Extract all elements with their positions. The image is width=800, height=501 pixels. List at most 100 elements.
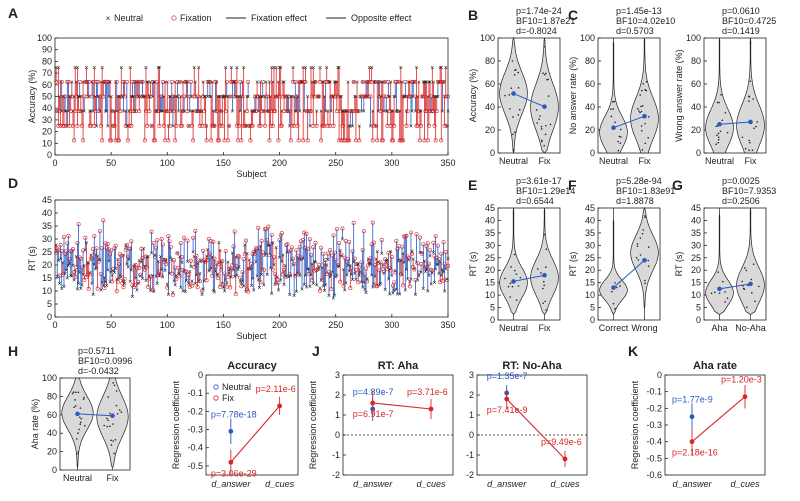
fixation-marker [439, 138, 444, 143]
violin-data-dot [710, 292, 713, 295]
neutral-marker: × [211, 288, 215, 295]
fixation-marker [377, 94, 382, 99]
fixation-marker [238, 79, 243, 84]
fixation-marker [234, 123, 239, 128]
neutral-marker: × [153, 79, 157, 86]
fixation-marker [248, 138, 253, 143]
neutral-marker: × [231, 79, 235, 86]
neutral-marker: × [408, 279, 412, 286]
neutral-marker: × [81, 272, 85, 279]
neutral-marker: × [221, 285, 225, 292]
fixation-marker [237, 254, 242, 259]
fixation-marker [331, 123, 336, 128]
violin-data-dot [80, 417, 83, 420]
neutral-marker: × [226, 259, 230, 266]
y-tick-label: 20 [485, 125, 495, 135]
fixation-marker [440, 278, 445, 283]
chart-title: Aha rate [693, 360, 737, 372]
fixation-marker [426, 261, 431, 266]
plot-frame-K [664, 374, 766, 476]
neutral-marker: × [162, 94, 166, 101]
neutral-marker: × [342, 267, 346, 274]
neutral-marker: × [444, 65, 448, 72]
neutral-marker: × [90, 281, 94, 288]
violin-data-dot [749, 141, 751, 144]
neutral-marker: × [239, 280, 243, 287]
neutral-marker: × [269, 94, 273, 101]
neutral-marker: × [270, 291, 274, 298]
fixation-marker [111, 267, 116, 272]
violin-data-dot [517, 114, 520, 116]
neutral-marker: × [270, 65, 274, 72]
neutral-marker: × [355, 79, 359, 86]
series-point-fix [277, 403, 282, 409]
fixation-marker [311, 245, 316, 250]
neutral-marker: × [169, 94, 173, 101]
neutral-marker: × [403, 94, 407, 101]
fixation-marker [128, 246, 133, 251]
neutral-marker: × [252, 109, 256, 116]
neutral-marker: × [441, 79, 445, 86]
neutral-marker: × [60, 109, 64, 116]
fixation-marker [119, 253, 124, 258]
fixation-marker [183, 79, 188, 84]
y-tick-label: 2 [335, 390, 340, 400]
fixation-marker [73, 274, 78, 279]
fixation-marker [324, 79, 329, 84]
fixation-marker [315, 94, 320, 99]
violin-data-dot [109, 412, 111, 415]
neutral-marker: × [325, 262, 329, 269]
fixation-marker [346, 138, 351, 143]
neutral-marker: × [109, 94, 113, 101]
fixation-marker [108, 138, 113, 143]
neutral-marker: × [440, 267, 444, 274]
neutral-marker: × [247, 123, 251, 130]
neutral-marker: × [188, 109, 192, 116]
series-point-fix [504, 396, 510, 402]
neutral-marker: × [306, 267, 310, 274]
neutral-marker: × [361, 285, 365, 292]
fixation-marker [389, 255, 394, 260]
y-axis-label: Regression coefficient [171, 380, 181, 469]
violin-data-dot [637, 259, 640, 261]
fixation-marker [206, 236, 211, 241]
violin-data-dot [518, 108, 521, 111]
neutral-marker: × [191, 109, 195, 116]
violin-data-dot [717, 136, 720, 139]
neutral-marker: × [404, 267, 408, 274]
neutral-marker: × [55, 109, 59, 116]
neutral-marker: × [223, 94, 227, 101]
x-category-label: Neutral [499, 323, 528, 333]
fixation-marker [178, 123, 183, 128]
neutral-marker: × [370, 272, 374, 279]
fixation-marker [209, 138, 214, 143]
neutral-marker: × [229, 274, 233, 281]
fixation-marker [314, 123, 319, 128]
x-category-label: Neutral [499, 156, 528, 166]
mean-connector-line [77, 413, 113, 417]
neutral-marker: × [343, 287, 347, 294]
fixation-marker [408, 94, 413, 99]
neutral-marker: × [371, 109, 375, 116]
fixation-marker [365, 79, 370, 84]
neutral-marker: × [121, 109, 125, 116]
x-category-label: d_cues [416, 479, 446, 489]
fixation-marker [201, 94, 206, 99]
fixation-marker [370, 138, 375, 143]
neutral-marker: × [201, 79, 205, 86]
fixation-marker [434, 109, 439, 114]
fixation-marker [105, 79, 110, 84]
neutral-marker: × [310, 79, 314, 86]
x-tick-label: 300 [384, 320, 399, 330]
neutral-marker: × [54, 242, 58, 249]
violin-data-dot [544, 133, 547, 136]
fixation-marker [154, 245, 159, 250]
fixation-marker [395, 109, 400, 114]
fixation-marker [399, 138, 404, 143]
fixation-marker [202, 109, 207, 114]
neutral-marker: × [331, 296, 335, 303]
y-tick-label: 20 [691, 265, 701, 275]
fixation-marker [257, 246, 262, 251]
fixation-marker [187, 94, 192, 99]
fixation-marker [416, 109, 421, 114]
